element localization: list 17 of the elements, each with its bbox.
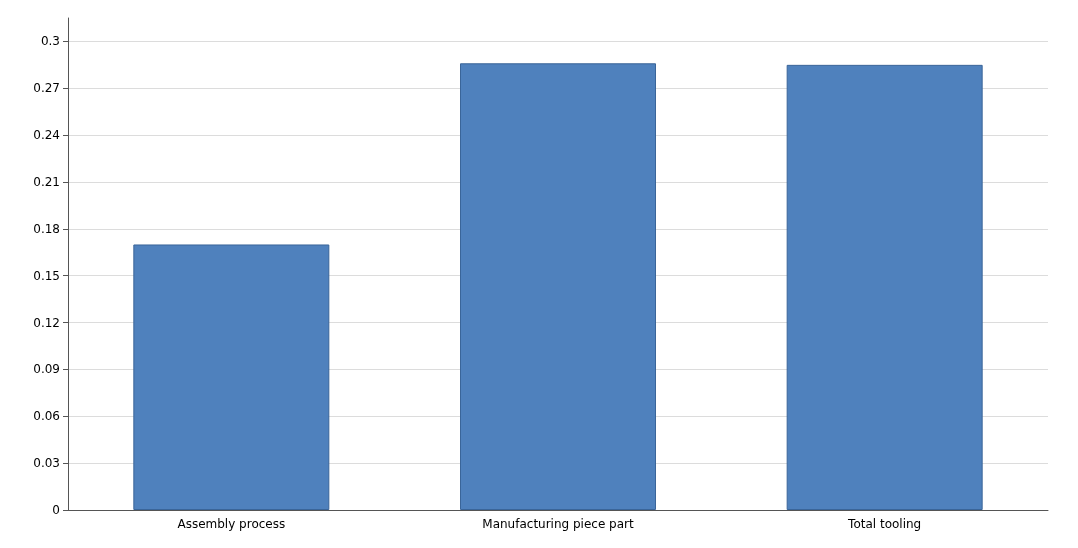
y-tick-label: 0.27 [33, 81, 60, 96]
y-tick-label: 0.09 [33, 362, 60, 377]
x-tick-label: Assembly process [177, 517, 286, 531]
y-tick-label: 0 [52, 503, 60, 517]
y-tick-label: 0.12 [33, 315, 60, 330]
y-tick-label: 0.06 [33, 409, 60, 424]
y-tick-label: 0.24 [33, 128, 60, 143]
bar [133, 244, 330, 510]
y-tick-label: 0.03 [33, 456, 60, 471]
x-tick-label: Manufacturing piece part [482, 517, 635, 531]
y-tick-label: 0.15 [33, 268, 60, 283]
bar [786, 64, 983, 510]
y-tick-label: 0.3 [40, 34, 60, 49]
x-tick-label: Total tooling [847, 517, 922, 531]
y-tick-label: 0.21 [33, 175, 60, 189]
y-tick-label: 0.18 [33, 221, 60, 236]
bar [460, 63, 656, 510]
